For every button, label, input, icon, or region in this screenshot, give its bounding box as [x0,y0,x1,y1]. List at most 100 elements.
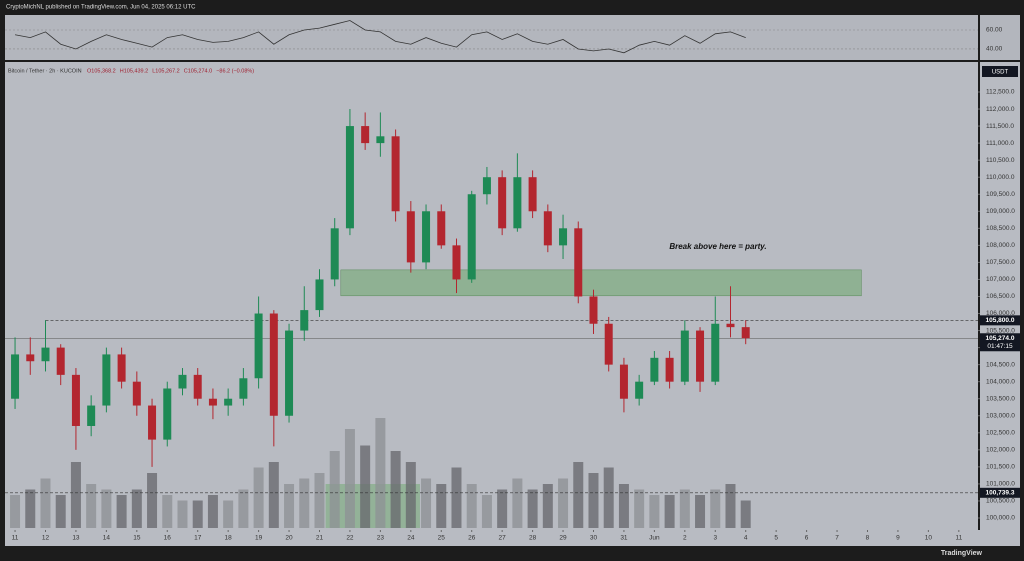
price-label-box [980,487,1020,498]
x-tick-label: 13 [72,535,80,542]
candle-body [559,228,568,246]
y-tick-label: 111,500.0 [986,123,1014,130]
publisher: CryptoMichNL published on TradingView.co… [6,5,196,11]
candle-body [528,177,537,212]
x-tick-label: 8 [866,535,870,542]
x-tick-label: Jun [649,535,660,542]
volume-bar [512,478,523,528]
ohlc-value: O105,368.2 [87,68,116,74]
y-tick-label: 105,500.0 [986,327,1015,334]
y-tick-label: 102,500.0 [986,430,1015,437]
currency: USDT [992,70,1009,76]
candle-body [300,310,309,331]
volume-bar [55,495,66,528]
rsi-pane [5,15,978,60]
y-tick-label: 109,000.0 [986,208,1015,215]
y-tick-label: 103,500.0 [986,395,1015,402]
candle-body [406,211,415,263]
volume-bar [238,489,249,528]
candle-body [11,354,20,399]
candle-body [193,374,202,399]
candle-body [574,228,583,297]
rsi-line [14,20,746,54]
volume-bar [131,489,142,528]
currency-badge [982,66,1018,77]
x-tick-label: 27 [499,535,507,542]
candle-body [117,354,126,382]
y-tick-label: 112,500.0 [986,89,1015,96]
x-tick-label: 18 [225,535,233,542]
x-tick-label: 11 [955,535,962,542]
y-tick-label: 108,500.0 [986,225,1015,232]
x-tick-label: 2 [683,535,687,542]
candle-body [148,405,157,440]
resistance-zone [340,269,862,297]
volume-bar [284,484,295,528]
y-tick-label: 110,500.0 [986,157,1015,164]
y-tick-label: 109,500.0 [986,191,1015,198]
volume-bar [10,495,21,528]
y-tick-label: 107,500.0 [986,259,1015,266]
y-tick-label: 101,500.0 [986,464,1015,471]
candle-body [422,211,431,263]
volume-bar [375,418,386,528]
y-tick-label: 101,000.0 [986,481,1015,488]
ohlc-value: H105,439.2 [120,68,148,74]
volume-bar [451,467,462,528]
volume-bar [710,489,721,528]
x-tick-label: 12 [42,535,50,542]
price-axis [980,62,1020,530]
candle-body [41,347,50,362]
candle-body [619,364,628,399]
candle-body [543,211,552,246]
logo: TradingView [941,550,983,557]
candle-body [467,194,476,280]
volume-bar [116,495,127,528]
volume-bar [147,473,158,528]
candle-body [680,330,689,382]
candle-body [102,354,111,406]
candle-body [513,177,522,229]
price-label-box [980,315,1020,326]
ohlc-value: L105,267.2 [152,68,180,74]
candle-body [345,126,354,229]
volume-bar [223,500,234,528]
time-axis [5,530,1020,546]
volume-bar [588,473,599,528]
volume-bar [695,495,706,528]
volume-bar [466,484,477,528]
ohlc-value: −86.2 (−0.08%) [216,68,254,74]
price-countdown: 01:47:15 [987,343,1013,350]
x-tick-label: 11 [12,535,19,542]
volume-bar [679,489,690,528]
candle-body [208,398,217,406]
x-tick-label: 25 [438,535,446,542]
x-tick-label: 5 [774,535,778,542]
candle-body [56,347,65,375]
volume-bar [542,484,553,528]
x-tick-label: 16 [164,535,172,542]
candle-body [635,381,644,399]
volume-bar [573,462,584,528]
x-tick-label: 4 [744,535,748,542]
x-tick-label: 23 [377,535,385,542]
rsi-tick-label: 60.00 [986,27,1003,34]
candle-body [254,313,263,379]
candle-body [589,296,598,324]
ohlc-value: C105,274.0 [184,68,212,74]
y-tick-label: 106,500.0 [986,293,1015,300]
x-tick-label: 15 [133,535,141,542]
volume-bar [40,478,51,528]
volume-bar [649,495,660,528]
candle-body [269,313,278,416]
candle-body [315,279,324,311]
volume-bar [497,489,508,528]
candle-body [482,177,491,195]
x-tick-label: 22 [346,535,354,542]
y-tick-label: 106,000.0 [986,310,1015,317]
candle-body [239,378,248,399]
x-tick-label: 7 [835,535,839,542]
volume-bar [329,451,340,528]
volume-bar [558,478,569,528]
